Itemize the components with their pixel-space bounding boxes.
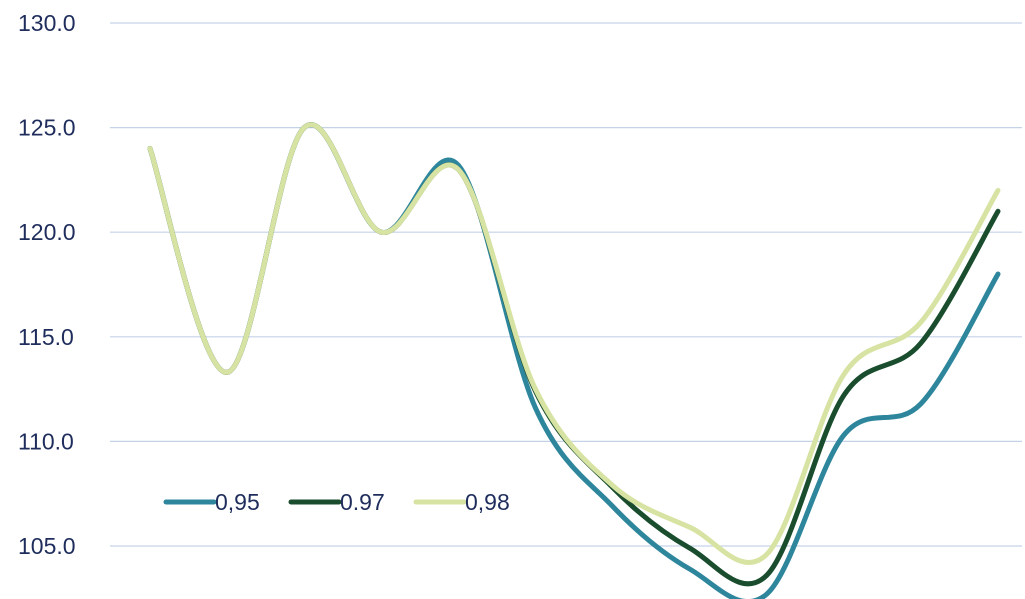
y-axis: 105.0 110.0 115.0 120.0 125.0 130.0 (18, 10, 76, 559)
series-lines (147, 122, 1001, 599)
y-tick-label: 125.0 (18, 115, 76, 141)
legend: 0,95 0.97 0,98 (163, 489, 510, 515)
legend-label: 0,98 (465, 489, 510, 515)
y-tick-label: 120.0 (18, 219, 76, 245)
series-line-3 (147, 122, 1001, 565)
y-tick-label: 110.0 (18, 428, 74, 454)
series-line-2 (147, 122, 1001, 587)
y-tick-label: 130.0 (18, 10, 76, 36)
y-tick-label: 105.0 (18, 533, 76, 559)
legend-label: 0.97 (340, 489, 385, 515)
legend-label: 0,95 (215, 489, 260, 515)
gridlines (110, 22, 1022, 547)
y-tick-label: 115.0 (18, 324, 74, 350)
